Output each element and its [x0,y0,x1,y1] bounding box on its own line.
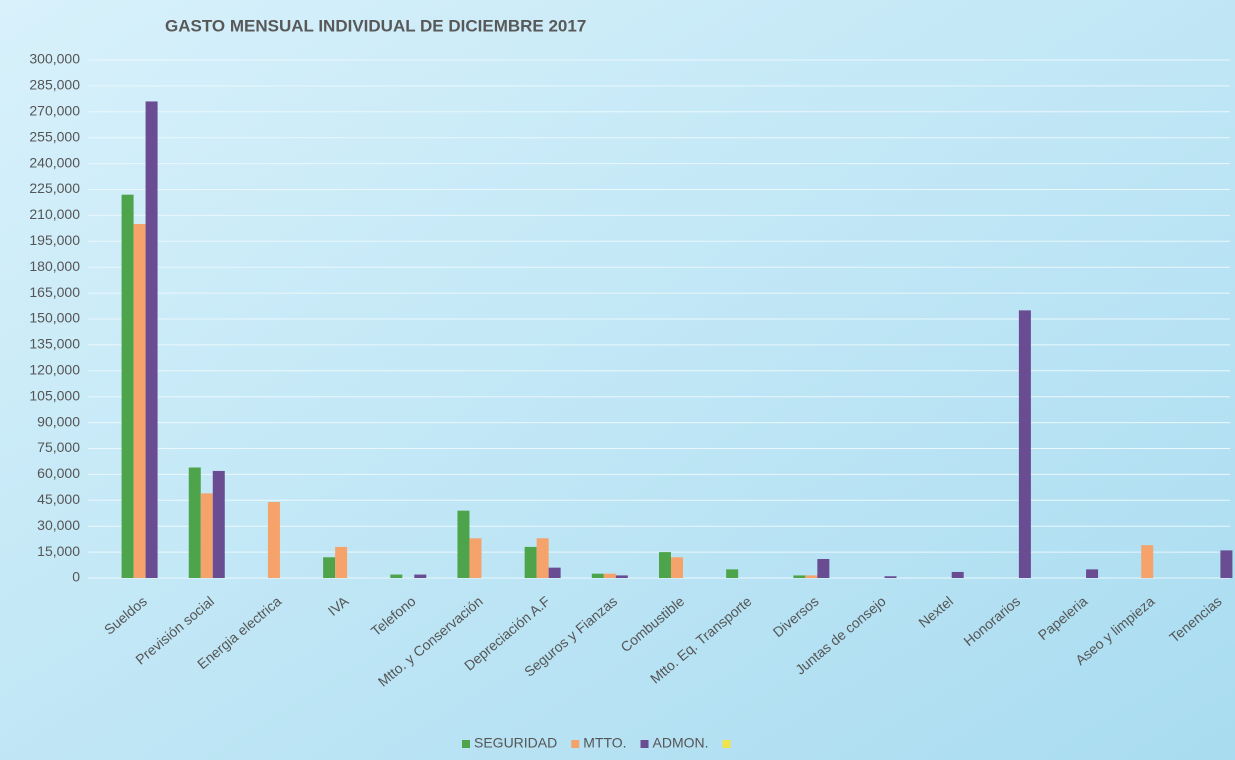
bar [548,567,561,578]
bar [267,502,280,578]
bar [1141,545,1154,578]
bar [390,574,403,578]
y-tick-label: 225,000 [29,180,80,196]
y-tick-label: 180,000 [29,258,80,274]
y-tick-label: 75,000 [37,439,80,455]
y-tick-label: 165,000 [29,284,80,300]
legend-label: SEGURIDAD [474,735,557,751]
bar [671,557,683,578]
y-tick-label: 45,000 [37,491,80,507]
bar [188,467,201,578]
y-tick-label: 195,000 [29,232,80,248]
bar [323,557,336,578]
legend-swatch [571,740,580,748]
bar [536,538,549,578]
bar [121,194,134,578]
y-tick-label: 240,000 [29,154,80,170]
bar [200,493,213,578]
bar [793,575,806,578]
bar [805,575,818,578]
y-tick-label: 0 [72,569,80,585]
legend-label: ADMON. [653,735,709,751]
bar [603,573,616,578]
legend-swatch [462,740,470,748]
bar [1018,310,1031,578]
bar [524,546,537,578]
bar [469,538,482,578]
legend-swatch [640,740,649,748]
y-tick-label: 30,000 [37,517,80,533]
y-tick-label: 90,000 [37,413,80,429]
chart-title: GASTO MENSUAL INDIVIDUAL DE DICIEMBRE 20… [165,16,586,35]
legend-label: MTTO. [583,735,626,751]
y-tick-label: 150,000 [29,310,80,326]
y-tick-label: 285,000 [29,77,80,93]
bar [212,470,225,578]
bar [414,574,427,578]
bar [1086,569,1099,578]
y-tick-label: 60,000 [37,465,80,481]
y-tick-label: 270,000 [29,103,80,119]
bar [145,101,158,578]
y-tick-label: 15,000 [37,543,80,559]
y-tick-label: 255,000 [29,128,80,144]
y-tick-label: 105,000 [29,387,80,403]
y-tick-label: 135,000 [29,336,80,352]
bar [457,510,470,578]
bar [591,573,604,578]
bar [951,571,964,578]
bar [133,224,146,579]
bar [726,569,739,578]
legend-swatch [722,740,731,748]
bar [335,546,348,578]
bar [659,552,671,578]
bar [884,576,897,578]
bar [1220,550,1233,578]
bar [817,559,830,578]
bar [615,575,628,578]
y-tick-label: 120,000 [29,362,80,378]
y-tick-label: 210,000 [29,206,80,222]
y-tick-label: 300,000 [29,51,80,67]
